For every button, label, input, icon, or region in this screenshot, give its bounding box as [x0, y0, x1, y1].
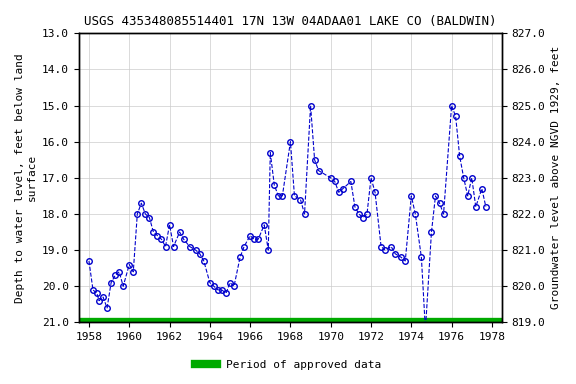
Title: USGS 435348085514401 17N 13W 04ADAA01 LAKE CO (BALDWIN): USGS 435348085514401 17N 13W 04ADAA01 LA… [84, 15, 497, 28]
Legend: Period of approved data: Period of approved data [191, 356, 385, 375]
Y-axis label: Depth to water level, feet below land
surface: Depth to water level, feet below land su… [15, 53, 37, 303]
Y-axis label: Groundwater level above NGVD 1929, feet: Groundwater level above NGVD 1929, feet [551, 46, 561, 310]
